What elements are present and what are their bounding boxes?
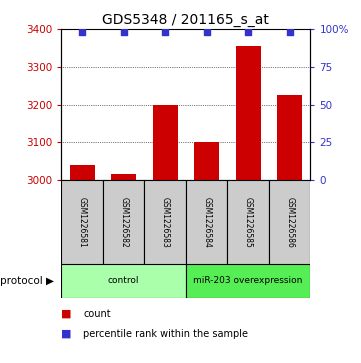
Bar	[103, 180, 144, 264]
Point	[204, 29, 209, 35]
Text: GSM1226582: GSM1226582	[119, 197, 128, 248]
Text: control: control	[108, 276, 139, 285]
Bar	[186, 264, 310, 298]
Bar	[111, 175, 136, 180]
Text: GSM1226583: GSM1226583	[161, 197, 170, 248]
Bar	[153, 105, 178, 180]
Text: GSM1226581: GSM1226581	[78, 197, 87, 248]
Text: GSM1226586: GSM1226586	[285, 197, 294, 248]
Text: percentile rank within the sample: percentile rank within the sample	[83, 329, 248, 339]
Bar	[61, 264, 186, 298]
Point	[121, 29, 126, 35]
Bar	[70, 165, 95, 180]
Point	[287, 29, 292, 35]
Text: protocol ▶: protocol ▶	[0, 276, 54, 286]
Bar	[227, 180, 269, 264]
Title: GDS5348 / 201165_s_at: GDS5348 / 201165_s_at	[103, 13, 269, 26]
Point	[162, 29, 168, 35]
Bar	[236, 46, 261, 180]
Bar	[186, 180, 227, 264]
Text: ■: ■	[61, 329, 72, 339]
Bar	[269, 180, 310, 264]
Text: ■: ■	[61, 309, 72, 319]
Point	[79, 29, 85, 35]
Text: miR-203 overexpression: miR-203 overexpression	[193, 276, 303, 285]
Bar	[277, 95, 302, 180]
Point	[245, 29, 251, 35]
Bar	[194, 142, 219, 180]
Text: GSM1226585: GSM1226585	[244, 197, 253, 248]
Text: count: count	[83, 309, 111, 319]
Bar	[61, 180, 103, 264]
Text: GSM1226584: GSM1226584	[202, 197, 211, 248]
Bar	[144, 180, 186, 264]
